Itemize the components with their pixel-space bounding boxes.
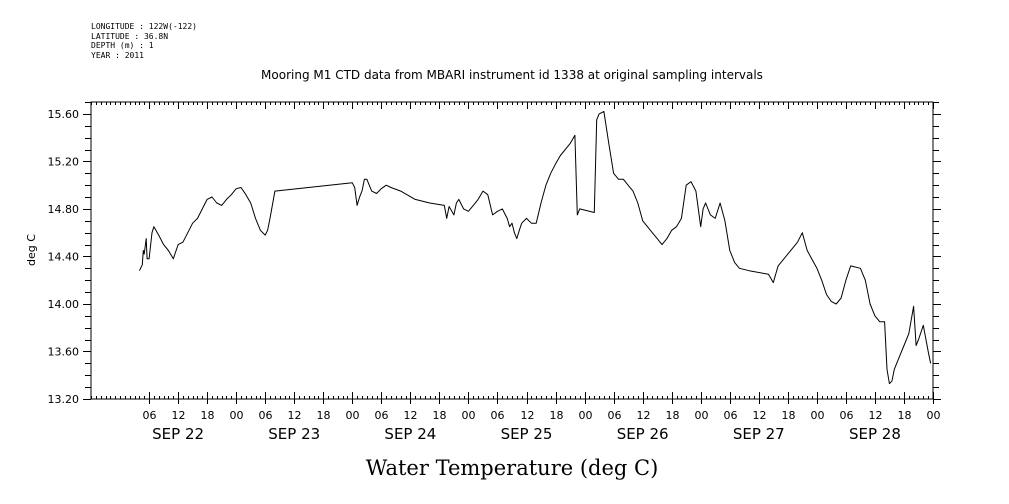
- x-tick-label: 06: [375, 409, 389, 422]
- x-tick-label: 00: [695, 409, 709, 422]
- x-tick-label: 06: [724, 409, 738, 422]
- x-tick-label: 00: [811, 409, 825, 422]
- x-day-label: SEP 23: [268, 425, 320, 443]
- y-tick-label: 14.00: [48, 298, 80, 311]
- temperature-series-line: [138, 111, 932, 385]
- y-tick-label: 15.60: [48, 108, 80, 121]
- metadata-block: LONGITUDE : 122W(-122) LATITUDE : 36.8N …: [91, 22, 197, 60]
- x-tick-label: 00: [927, 409, 941, 422]
- axis-labels: 06 12 18 00 06 12 18 00 06 12 18 00 06 12 18 00 06 12 18 00…: [48, 108, 941, 443]
- x-tick-label: 00: [230, 409, 244, 422]
- year-label: YEAR : 2011: [91, 50, 144, 60]
- y-tick-label: 13.20: [48, 393, 80, 406]
- y-tick-label: 14.40: [48, 250, 80, 263]
- x-tick-label: 06: [840, 409, 854, 422]
- longitude-label: LONGITUDE : 122W(-122): [91, 22, 197, 31]
- x-day-label: SEP 24: [384, 425, 436, 443]
- x-tick-label: 06: [491, 409, 505, 422]
- x-tick-label: 06: [608, 409, 622, 422]
- x-tick-label: 00: [579, 409, 593, 422]
- x-tick-label: 06: [143, 409, 157, 422]
- series-layer: [138, 111, 932, 385]
- x-tick-label: 18: [550, 409, 564, 422]
- y-tick-label: 15.20: [48, 155, 80, 168]
- x-tick-label: 12: [172, 409, 186, 422]
- chart-title: Mooring M1 CTD data from MBARI instrumen…: [261, 68, 763, 82]
- x-tick-label: 00: [462, 409, 476, 422]
- x-tick-label: 18: [317, 409, 331, 422]
- x-day-label: SEP 26: [617, 425, 669, 443]
- x-day-label: SEP 27: [733, 425, 785, 443]
- x-tick-label: 18: [201, 409, 215, 422]
- x-tick-label: 12: [404, 409, 418, 422]
- x-day-label: SEP 28: [849, 425, 901, 443]
- x-tick-label: 06: [259, 409, 273, 422]
- x-tick-label: 18: [666, 409, 680, 422]
- x-day-label: SEP 25: [501, 425, 553, 443]
- x-tick-label: 12: [753, 409, 767, 422]
- x-tick-label: 00: [346, 409, 360, 422]
- x-day-label: SEP 22: [152, 425, 204, 443]
- x-tick-label: 18: [782, 409, 796, 422]
- y-tick-label: 13.60: [48, 345, 80, 358]
- x-axis-label: Water Temperature (deg C): [366, 456, 659, 480]
- y-tick-label: 14.80: [48, 203, 80, 216]
- x-tick-label: 18: [433, 409, 447, 422]
- x-tick-label: 12: [288, 409, 302, 422]
- y-axis-label: deg C: [25, 234, 38, 266]
- x-tick-label: 18: [898, 409, 912, 422]
- x-tick-label: 12: [637, 409, 651, 422]
- latitude-label: LATITUDE : 36.8N: [91, 31, 169, 41]
- x-tick-label: 12: [521, 409, 535, 422]
- x-tick-label: 12: [869, 409, 883, 422]
- axis-ticks: [83, 102, 941, 404]
- depth-label: DEPTH (m) : 1: [91, 41, 154, 50]
